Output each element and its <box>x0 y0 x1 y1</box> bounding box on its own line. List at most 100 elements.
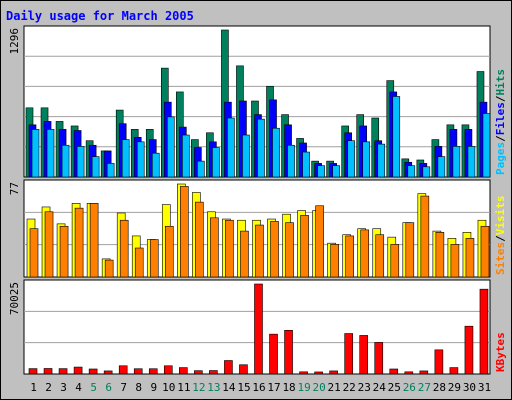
kbytes-legend: KBytes <box>494 332 507 372</box>
x-tick-label-31: 31 <box>478 381 491 394</box>
x-tick-label-23: 23 <box>358 381 371 394</box>
bar-kbytes-day-11 <box>179 367 188 375</box>
bar-sites-day-17 <box>270 221 279 278</box>
bar-pages-day-24 <box>377 143 386 178</box>
x-tick-label-25: 25 <box>388 381 401 394</box>
bar-pages-day-20 <box>317 165 325 178</box>
bar-kbytes-day-9 <box>148 368 158 375</box>
legend-entry: KBytes <box>494 332 507 372</box>
bar-pages-day-9 <box>151 152 160 178</box>
x-tick-label-3: 3 <box>60 381 67 394</box>
x-tick-label-21: 21 <box>328 381 341 394</box>
bar-sites-day-3 <box>59 225 69 278</box>
bar-kbytes-day-2 <box>43 368 53 375</box>
visits-sites-panel: 77 Sites/Visits <box>8 179 507 278</box>
hits-files-pages-ymax-label: 1296 <box>8 28 21 55</box>
bar-kbytes-day-17 <box>269 333 278 375</box>
bar-pages-day-23 <box>362 141 371 178</box>
x-tick-label-11: 11 <box>177 381 190 394</box>
x-tick-label-15: 15 <box>237 381 250 394</box>
x-tick-label-5: 5 <box>90 381 97 394</box>
bar-kbytes-day-27 <box>419 370 429 375</box>
x-tick-label-16: 16 <box>252 381 265 394</box>
bar-pages-day-27 <box>422 166 431 178</box>
bar-pages-day-19 <box>302 151 310 178</box>
bar-kbytes-day-23 <box>359 335 369 375</box>
bar-kbytes-day-24 <box>374 342 384 375</box>
x-tick-label-20: 20 <box>313 381 326 394</box>
bar-kbytes-day-5 <box>88 368 98 375</box>
legend-entry: / <box>494 235 507 242</box>
bar-pages-day-31 <box>482 113 491 178</box>
x-tick-label-12: 12 <box>192 381 205 394</box>
hits-files-pages-legend: Pages/Files/Hits <box>494 69 507 175</box>
bar-sites-day-9 <box>149 239 159 278</box>
x-tick-label-2: 2 <box>45 381 52 394</box>
bar-kbytes-day-25 <box>389 368 399 375</box>
x-tick-label-28: 28 <box>433 381 446 394</box>
bar-pages-day-26 <box>407 165 416 178</box>
x-tick-label-9: 9 <box>150 381 157 394</box>
bar-pages-day-5 <box>91 156 100 178</box>
bar-sites-day-15 <box>240 230 249 278</box>
bar-pages-day-18 <box>287 144 295 178</box>
bar-kbytes-day-21 <box>329 370 338 375</box>
bar-kbytes-day-28 <box>434 349 444 375</box>
bar-pages-day-28 <box>437 156 446 178</box>
bar-kbytes-day-1 <box>28 368 38 375</box>
bar-sites-day-18 <box>285 222 294 278</box>
bar-pages-day-15 <box>242 134 250 178</box>
bar-sites-day-24 <box>375 234 385 278</box>
bar-pages-day-17 <box>272 127 280 178</box>
bar-sites-day-6 <box>104 259 114 278</box>
bar-kbytes-day-30 <box>464 325 474 375</box>
x-tick-label-10: 10 <box>162 381 175 394</box>
legend-entry: Pages <box>494 142 507 175</box>
bar-pages-day-3 <box>61 144 70 178</box>
x-tick-label-26: 26 <box>403 381 416 394</box>
legend-entry: Hits <box>494 69 507 96</box>
legend-entry: Files <box>494 102 507 135</box>
bar-pages-day-7 <box>121 139 130 178</box>
bar-pages-day-8 <box>136 141 145 178</box>
bar-kbytes-day-19 <box>299 371 308 375</box>
bar-kbytes-day-26 <box>404 371 414 375</box>
bar-kbytes-day-10 <box>163 365 173 375</box>
bar-sites-day-27 <box>420 195 430 278</box>
x-tick-label-7: 7 <box>120 381 127 394</box>
bar-sites-day-23 <box>360 229 370 278</box>
bar-kbytes-day-7 <box>118 365 128 375</box>
bar-sites-day-12 <box>195 201 204 278</box>
x-tick-label-27: 27 <box>418 381 431 394</box>
bar-kbytes-day-8 <box>133 368 143 375</box>
x-tick-label-22: 22 <box>343 381 356 394</box>
x-tick-label-30: 30 <box>463 381 476 394</box>
x-tick-label-13: 13 <box>207 381 220 394</box>
legend-entry: Visits <box>494 196 507 236</box>
bar-pages-day-21 <box>332 165 340 178</box>
x-tick-label-6: 6 <box>105 381 112 394</box>
bar-pages-day-14 <box>227 117 235 178</box>
bar-kbytes-day-16 <box>254 283 263 375</box>
bar-pages-day-4 <box>76 146 85 178</box>
bar-kbytes-day-12 <box>194 370 203 375</box>
bar-kbytes-day-29 <box>449 367 459 375</box>
bar-sites-day-14 <box>225 219 234 278</box>
bar-sites-day-21 <box>330 244 339 278</box>
bar-sites-day-29 <box>450 244 460 278</box>
bar-kbytes-day-14 <box>224 360 233 375</box>
bar-sites-day-13 <box>210 217 219 278</box>
visits-sites-legend: Sites/Visits <box>494 196 507 276</box>
bar-sites-day-30 <box>465 238 475 278</box>
bar-sites-day-7 <box>119 219 129 278</box>
bar-kbytes-day-15 <box>239 364 248 375</box>
bar-pages-day-16 <box>257 118 265 178</box>
bar-sites-day-28 <box>435 232 445 278</box>
kbytes-ymax-label: 70025 <box>8 282 21 315</box>
bar-sites-day-22 <box>345 235 354 278</box>
bar-kbytes-day-13 <box>209 370 218 375</box>
hits-files-pages-panel: 1296 Pages/Files/Hits <box>8 25 507 178</box>
bar-sites-day-16 <box>255 224 264 278</box>
bar-sites-day-11 <box>180 186 189 278</box>
x-tick-label-14: 14 <box>222 381 236 394</box>
